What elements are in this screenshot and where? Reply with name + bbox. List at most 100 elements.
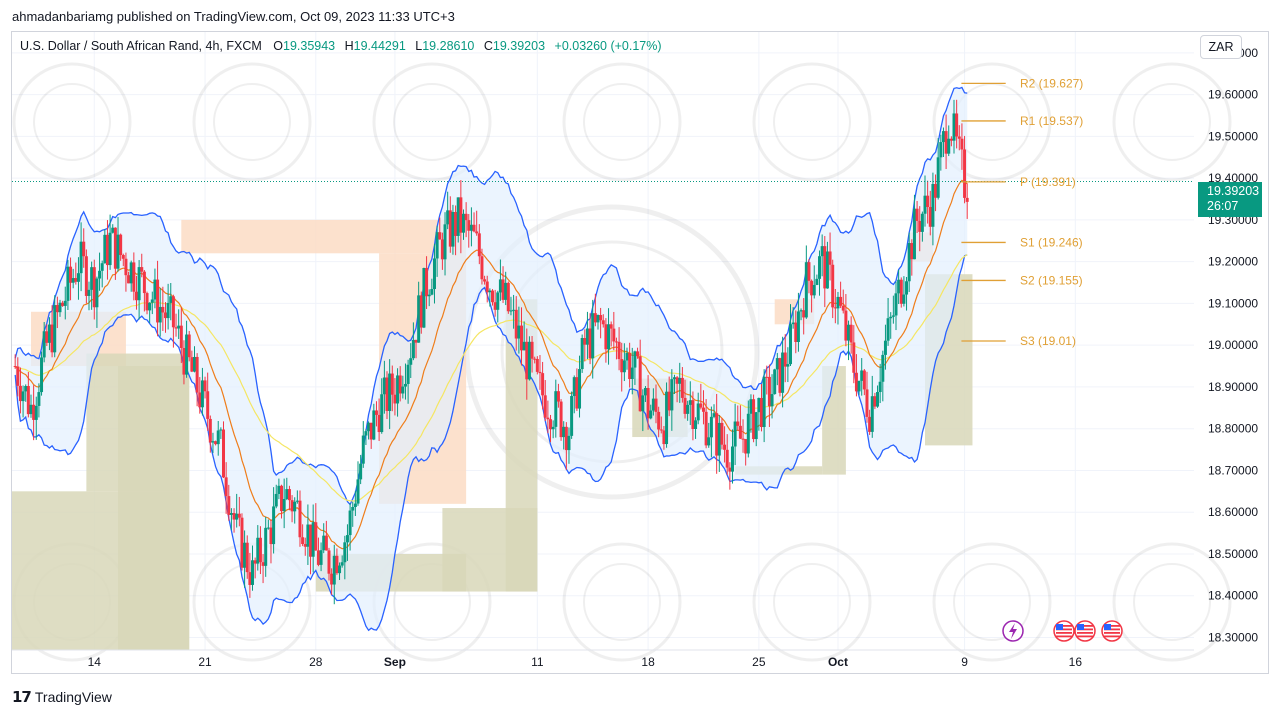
candle-body <box>836 296 840 309</box>
candle-body <box>720 422 724 445</box>
candle-body <box>883 340 887 355</box>
candle-body <box>575 377 579 409</box>
candle-body <box>709 416 713 438</box>
candle-body <box>314 522 318 551</box>
candle-body <box>588 328 592 359</box>
candle-body <box>725 449 729 468</box>
usd-flag-event-icon <box>1101 620 1123 642</box>
candle-body <box>248 572 252 585</box>
candle-body <box>21 391 25 402</box>
candle-body <box>103 234 107 264</box>
candle-body <box>678 377 682 384</box>
candle-body <box>802 310 806 318</box>
watermark-ring-inner <box>953 563 1031 641</box>
candle-body <box>306 524 310 547</box>
candle-body <box>208 418 212 443</box>
candle-body <box>309 524 313 557</box>
candle-body <box>947 138 951 154</box>
candle-body <box>13 366 17 368</box>
watermark-ring-inner <box>213 83 291 161</box>
x-tick-label: 28 <box>309 655 323 669</box>
candle-body <box>113 227 117 269</box>
footer-brand[interactable]: 𝟭𝟳 TradingView <box>12 688 112 706</box>
candle-body <box>266 527 270 529</box>
x-tick-label: Sep <box>384 655 406 669</box>
candle-body <box>941 131 945 143</box>
candle-body <box>936 157 940 198</box>
currency-button[interactable]: ZAR <box>1200 35 1242 59</box>
candle-body <box>791 322 795 325</box>
candle-body <box>229 513 233 515</box>
candle-body <box>161 306 165 313</box>
candle-body <box>427 294 431 297</box>
candle-body <box>232 513 236 520</box>
y-tick-label: 19.00000 <box>1208 338 1258 352</box>
candle-body <box>361 435 365 464</box>
candle-body <box>889 316 893 319</box>
candle-body <box>222 429 226 478</box>
candle-body <box>129 262 133 284</box>
candle-body <box>79 241 83 274</box>
candle-body <box>625 352 629 361</box>
y-tick-label: 18.90000 <box>1208 380 1258 394</box>
candle-body <box>105 234 109 266</box>
legend-low-value: 19.28610 <box>422 39 475 53</box>
candle-body <box>243 542 247 568</box>
candle-body <box>520 325 524 351</box>
candle-body <box>29 404 33 415</box>
y-tick-label: 19.40000 <box>1208 171 1258 185</box>
candle-body <box>839 296 843 306</box>
candle-body <box>701 407 705 412</box>
candle-body <box>833 307 837 309</box>
candle-body <box>158 306 162 323</box>
candle-body <box>562 426 566 438</box>
candle-body <box>770 394 774 407</box>
candle-body <box>688 400 692 405</box>
candle-body <box>301 537 305 545</box>
candle-body <box>235 513 239 520</box>
candle-body <box>570 396 574 436</box>
candle-body <box>192 356 196 372</box>
candle-body <box>694 420 698 429</box>
candle-body <box>385 377 389 411</box>
candle-body <box>920 213 924 232</box>
candle-body <box>939 142 943 158</box>
candle-body <box>910 243 914 260</box>
candle-layer <box>13 99 969 605</box>
candle-body <box>683 397 687 414</box>
candle-body <box>330 573 334 585</box>
candle-body <box>26 386 30 415</box>
candle-body <box>338 565 342 574</box>
legend-change-value: +0.03260 (+0.17%) <box>554 39 662 53</box>
candle-body <box>799 310 803 312</box>
candle-body <box>448 210 452 247</box>
candle-body <box>957 136 961 139</box>
price-chart[interactable]: R3 (19.773)R2 (19.627)R1 (19.537)P (19.3… <box>12 32 1268 673</box>
candle-body <box>456 197 460 236</box>
candle-body <box>580 338 584 370</box>
candle-body <box>773 369 777 395</box>
candle-body <box>564 426 568 451</box>
y-tick-label: 18.50000 <box>1208 547 1258 561</box>
candle-body <box>604 324 608 350</box>
candle-body <box>717 422 721 456</box>
candle-body <box>214 441 218 445</box>
usd-flag-event-icon <box>1053 620 1075 642</box>
candle-body <box>24 386 28 392</box>
candle-body <box>733 421 737 447</box>
candle-body <box>567 435 571 451</box>
candle-body <box>116 234 120 269</box>
candle-body <box>475 231 479 234</box>
candle-body <box>886 318 890 341</box>
candle-body <box>90 267 94 290</box>
candle-body <box>643 388 647 396</box>
candle-body <box>506 282 510 312</box>
candle-body <box>34 405 38 420</box>
candle-body <box>551 426 555 430</box>
candle-body <box>224 477 228 497</box>
candle-body <box>345 535 349 543</box>
watermark-ring <box>372 62 492 182</box>
candle-body <box>585 328 589 345</box>
usd-flag-event-icon <box>1074 620 1096 642</box>
candle-body <box>923 195 927 214</box>
